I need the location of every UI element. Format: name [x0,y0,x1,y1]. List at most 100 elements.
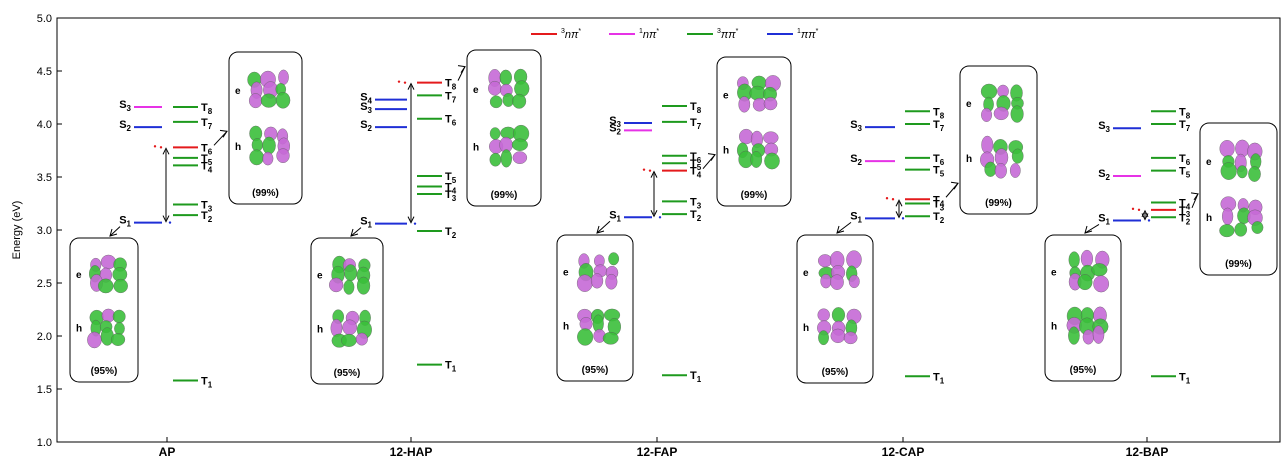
level-dot [403,81,407,84]
orbital-boxes: e h (95%) e h (99%) e h (95%) e h (99%) e h (95%) e h (99… [69,49,1278,385]
orbital-lobe [830,328,846,344]
pointer-arrow [596,220,611,234]
orbital-lobe [830,274,844,290]
orbital-lobe [110,333,126,346]
category-label: AP [159,445,176,459]
orbital-lobe [1219,224,1235,238]
gap-arrow-head [407,82,415,90]
orbital-lobe [764,152,780,170]
category-label: 12-CAP [882,445,925,459]
singlet-label: S4 [360,92,372,106]
y-tick-label: 4.5 [37,66,52,78]
y-axis: 1.0 1.5 2.0 2.5 3.0 3.5 4.0 4.5 5.0 Energy (eV) [11,13,62,449]
orbital-lobe [739,128,754,145]
orbital-lobe [848,274,860,289]
singlet-label: S3 [119,99,131,113]
orbital-lobe [817,308,830,322]
orbital-lobe [1080,249,1094,268]
orbital-lobe [831,307,846,323]
gap-arrow-head [895,199,903,207]
gap-arrow-head [162,147,170,155]
orbital-lobe [342,319,358,336]
orbital-lobe [1011,148,1024,164]
orbital-lobe [87,331,102,349]
triplet-label: T8 [1179,106,1191,120]
orbital-lobe [1068,326,1080,345]
triplet-label: T8 [690,101,702,115]
overlap-percent: (99%) [252,188,279,199]
singlet-label: S3 [609,115,621,129]
hole-label: h [317,325,323,336]
pointer-arrow-head [836,225,845,234]
orbital-box: e h (95%) [1044,234,1122,382]
triplet-label: T5 [690,158,702,172]
triplet-label: T1 [201,376,213,390]
orbital-box: e h (95%) [310,237,384,385]
orbital-lobe [262,136,276,155]
overlap-percent: (99%) [1225,259,1252,270]
level-dot [901,217,905,220]
legend-label: 1ππ* [797,28,819,41]
pointer-arrow [1084,224,1100,234]
orbital-lobe [1220,162,1237,180]
category-label: 12-BAP [1126,445,1169,459]
orbital-lobe [511,138,528,151]
orbital-lobe [512,151,528,164]
pointer-arrow [109,226,121,237]
orbital-lobe [499,69,512,86]
triplet-label: T4 [1179,197,1191,211]
triplet-label: T8 [933,106,945,120]
triplet-label: T1 [690,370,702,384]
orbital-box: e h (95%) [69,237,139,383]
legend: 3nπ* 1nπ* 3ππ* 1ππ* [531,28,819,41]
orbital-lobe [994,163,1007,179]
hole-label: h [563,322,569,333]
singlet-label: S1 [1098,212,1110,226]
orbital-lobe [576,274,593,292]
triplet-label: T3 [201,200,213,214]
y-tick-label: 4.0 [37,119,52,131]
triplet-label: T6 [933,153,945,167]
singlet-label: S1 [850,210,862,224]
legend-label: 1nπ* [639,28,659,41]
orbital-lobe [750,151,763,168]
y-tick-label: 1.0 [37,437,52,449]
category-label: 12-FAP [637,445,678,459]
overlap-percent: (95%) [822,367,849,378]
pointer-arrow-head [219,129,228,138]
triplet-label: T3 [690,196,702,210]
orbital-lobe [1077,274,1093,291]
orbital-lobe [248,93,263,109]
orbital-lobe [341,333,357,347]
triplet-label: T5 [933,165,945,179]
orbital-lobe [763,97,778,111]
orbital-lobe [489,127,501,140]
triplet-label: T7 [201,117,213,131]
y-tick-label: 2.5 [37,278,52,290]
singlet-label: S1 [360,216,372,230]
electron-label: e [1206,157,1212,168]
electron-label: e [473,85,479,96]
orbital-lobe [602,331,619,345]
gap-arrow-head [1141,213,1149,221]
triplet-label: T8 [201,102,213,116]
orbital-box: e h (99%) [466,49,542,207]
singlet-label: S2 [360,119,372,133]
orbital-lobe [114,322,125,336]
orbital-lobe [1221,207,1234,226]
triplet-label: T7 [1179,119,1191,133]
orbital-box: e h (99%) [1199,122,1278,276]
orbital-lobe [329,277,344,293]
triplet-label: T4 [201,160,213,174]
y-axis-label: Energy (eV) [11,201,23,260]
orbital-lobe [608,252,620,266]
orbital-lobe [1219,140,1235,158]
hole-label: h [966,154,972,165]
triplet-label: T6 [201,142,213,156]
gap-arrow-head [407,216,415,224]
triplet-label: T5 [201,153,213,167]
orbital-lobe [113,278,128,294]
orbital-lobe [1068,251,1080,269]
